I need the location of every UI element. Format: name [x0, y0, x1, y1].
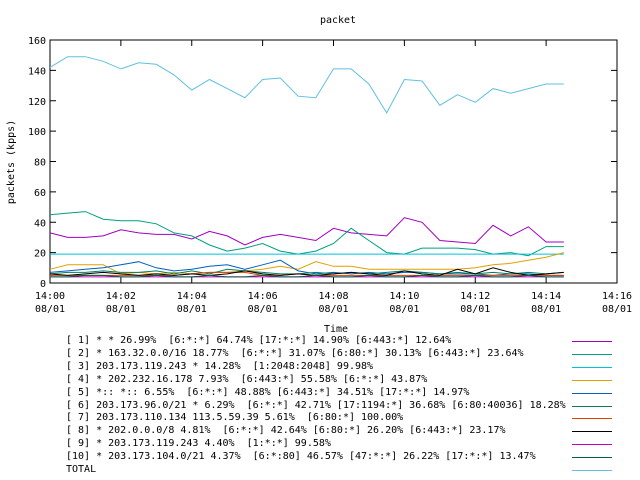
x-tick-date: 08/01: [389, 304, 419, 315]
x-tick-date: 08/01: [106, 304, 136, 315]
series-line-11: [49, 56, 564, 114]
y-tick-label: 80: [34, 158, 46, 169]
x-tick-time: 14:00: [35, 291, 65, 302]
x-tick-date: 08/01: [602, 304, 632, 315]
x-tick-time: 14:14: [531, 291, 561, 302]
x-tick-time: 14:06: [248, 291, 278, 302]
x-tick-time: 14:10: [389, 291, 419, 302]
plot-frame: [49, 39, 618, 284]
series-lines: [49, 56, 564, 278]
y-tick-label: 120: [28, 97, 46, 108]
x-axis-label: Time: [324, 324, 348, 335]
x-tick-date: 08/01: [177, 304, 207, 315]
x-tick-date: 08/01: [531, 304, 561, 315]
x-tick-date: 08/01: [460, 304, 490, 315]
axis-ticks: 0 20 40 60 80 100 120 140 160 14:00 08/01 14:02 08/0…: [28, 36, 632, 315]
series-line-8: [49, 267, 564, 276]
series-line-1: [49, 217, 564, 246]
x-tick-time: 14:16: [602, 291, 632, 302]
series-line-2: [49, 211, 564, 257]
chart-title: packet: [320, 15, 356, 26]
x-tick-time: 14:02: [106, 291, 136, 302]
x-tick-time: 14:08: [318, 291, 348, 302]
y-tick-label: 40: [34, 218, 46, 229]
y-tick-label: 160: [28, 36, 46, 47]
y-tick-label: 140: [28, 66, 46, 77]
x-tick-time: 14:04: [177, 291, 207, 302]
y-tick-label: 20: [34, 249, 46, 260]
x-tick-time: 14:12: [460, 291, 490, 302]
y-tick-label: 60: [34, 188, 46, 199]
x-tick-date: 08/01: [318, 304, 348, 315]
y-tick-label: 0: [40, 279, 46, 290]
y-axis-label: packets (kpps): [6, 120, 17, 204]
x-tick-date: 08/01: [35, 304, 65, 315]
series-line-10: [50, 274, 564, 278]
y-tick-label: 100: [28, 127, 46, 138]
series-line-6: [49, 268, 564, 275]
x-tick-date: 08/01: [248, 304, 278, 315]
